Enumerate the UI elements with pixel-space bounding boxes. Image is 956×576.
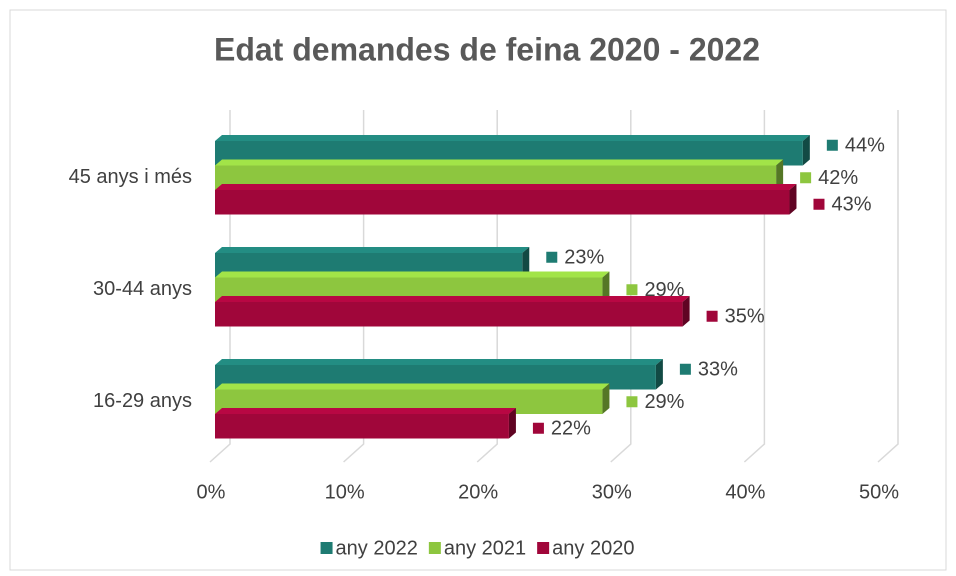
grid-line [610, 110, 632, 463]
bar-side [655, 359, 663, 390]
legend-label: any 2022 [336, 537, 418, 559]
legend-key [320, 542, 333, 554]
data-label-key [813, 198, 825, 210]
data-label: 33% [698, 359, 738, 381]
x-tick-label: 10% [325, 481, 365, 503]
data-label-key [800, 172, 812, 184]
bar-top [215, 271, 610, 278]
y-tick-label: 16-29 anys [93, 390, 192, 412]
bar-side [602, 383, 610, 414]
bar-top [215, 296, 690, 302]
bar-side [522, 247, 530, 278]
bar-side [802, 135, 810, 166]
legend-key [537, 542, 550, 554]
data-label: 23% [564, 247, 604, 269]
data-label-key [546, 251, 558, 263]
legend-label: any 2021 [444, 537, 526, 559]
y-tick-label: 45 anys i més [69, 166, 192, 188]
data-label: 35% [725, 306, 765, 328]
bar-front [215, 190, 790, 215]
grid-line [743, 110, 766, 463]
bar-top [215, 159, 784, 166]
bar-side [602, 271, 610, 302]
y-tick-label: 30-44 anys [93, 278, 192, 300]
legend-label: any 2020 [552, 537, 634, 559]
bar-top [215, 247, 530, 253]
data-label-key [706, 310, 718, 322]
bar-top [215, 359, 663, 365]
grid-line [476, 110, 498, 463]
x-tick-label: 20% [458, 481, 498, 503]
data-label: 29% [644, 391, 684, 413]
bar [215, 184, 797, 215]
bar-side [776, 159, 784, 190]
legend-key [428, 542, 441, 554]
bar [215, 408, 516, 439]
bar [215, 296, 690, 327]
data-label: 29% [644, 279, 684, 301]
bar-side [789, 184, 797, 215]
grid-line [343, 110, 365, 463]
data-label-key [826, 139, 838, 151]
bar-top [215, 184, 797, 190]
grid-line [877, 110, 899, 463]
bar-side [508, 408, 516, 439]
data-label: 43% [831, 194, 871, 216]
bar-top [215, 135, 810, 141]
data-label: 22% [551, 418, 591, 440]
data-label-key [532, 422, 544, 434]
bar-front [215, 302, 683, 327]
data-label: 44% [845, 135, 885, 157]
x-tick-label: 50% [859, 481, 899, 503]
x-tick-label: 40% [725, 481, 765, 503]
bar-side [682, 296, 690, 327]
x-tick-label: 0% [197, 481, 226, 503]
grid-line [209, 110, 231, 463]
x-tick-label: 30% [592, 481, 632, 503]
bar-top [215, 408, 516, 414]
data-label: 42% [818, 167, 858, 189]
data-label-key [679, 363, 691, 375]
data-label-key [626, 284, 638, 296]
bar-top [215, 383, 610, 390]
data-label-key [626, 396, 638, 408]
chart-title: Edat demandes de feina 2020 - 2022 [214, 31, 760, 67]
bar-front [215, 414, 509, 439]
